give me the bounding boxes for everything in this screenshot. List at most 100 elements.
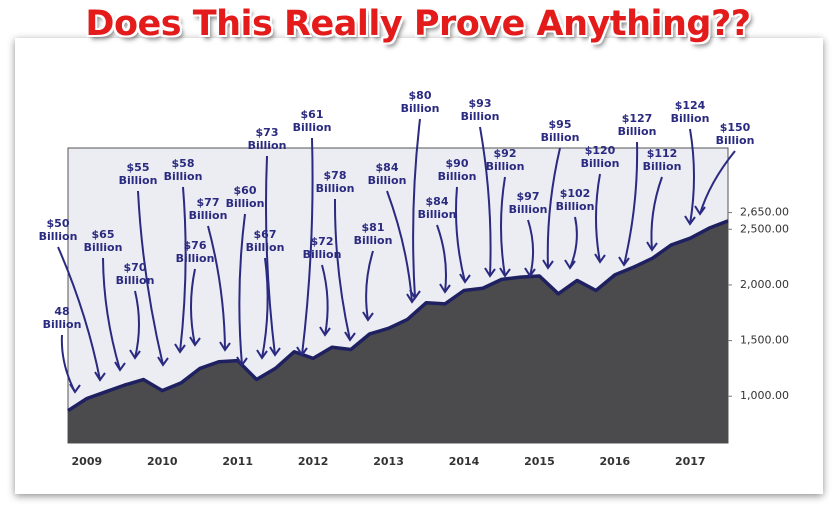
arrow-head	[524, 267, 536, 278]
x-tick-label: 2016	[600, 455, 631, 468]
x-tick-label: 2011	[222, 455, 253, 468]
annotation-arrow	[190, 268, 196, 346]
arrow-head	[439, 283, 451, 294]
arrow-head	[344, 331, 356, 342]
annotation-arrow	[650, 176, 663, 251]
annotation: $81 Billion	[353, 221, 393, 247]
annotation-arrow	[207, 225, 226, 351]
arrow-head	[484, 267, 496, 278]
annotation-arrow	[569, 216, 578, 269]
x-tick-label: 2014	[449, 455, 480, 468]
annotation: $112 Billion	[642, 147, 682, 173]
arrow-head	[618, 256, 630, 267]
x-tick-label: 2017	[675, 455, 706, 468]
annotation: $84 Billion	[417, 195, 457, 221]
annotation: $80 Billion	[400, 89, 440, 115]
y-tick-label: 2,650.00	[740, 206, 789, 219]
annotation-arrow	[179, 186, 187, 353]
arrow-head	[542, 259, 554, 270]
annotation: $78 Billion	[315, 169, 355, 195]
annotation-arrow	[265, 155, 276, 356]
annotation: $90 Billion	[437, 157, 477, 183]
annotation: $58 Billion	[163, 157, 203, 183]
annotation-arrow	[623, 141, 639, 266]
annotation: $127 Billion	[617, 112, 657, 138]
x-tick-label: 2010	[147, 455, 178, 468]
arrow-head	[409, 289, 421, 300]
annotation: $120 Billion	[580, 144, 620, 170]
arrow-head	[189, 336, 201, 347]
arrow-head	[174, 343, 186, 354]
annotation-arrow	[479, 126, 492, 277]
annotation-arrow	[455, 186, 466, 283]
annotation: $76 Billion	[175, 239, 215, 265]
annotation-arrow	[365, 250, 374, 321]
annotation: $65 Billion	[83, 228, 123, 254]
annotation: $67 Billion	[245, 228, 285, 254]
arrow-head	[269, 346, 281, 357]
x-tick-label: 2012	[298, 455, 329, 468]
annotation-arrow	[412, 118, 421, 299]
x-tick-label: 2009	[72, 455, 103, 468]
arrow-head	[684, 215, 696, 226]
annotation: $72 Billion	[302, 235, 342, 261]
arrow-head	[319, 326, 331, 337]
annotation: $95 Billion	[540, 118, 580, 144]
arrow-head	[129, 349, 141, 360]
annotation-arrow	[333, 198, 351, 341]
annotation-arrow	[595, 173, 601, 263]
annotation: $93 Billion	[460, 97, 500, 123]
annotation-arrow	[546, 147, 561, 269]
x-tick-label: 2013	[373, 455, 404, 468]
annotation: $60 Billion	[225, 184, 265, 210]
arrow-head	[694, 205, 706, 216]
arrow-head	[459, 273, 471, 284]
arrow-head	[646, 241, 658, 252]
annotation-arrow	[102, 257, 121, 371]
y-tick-label: 2,000.00	[740, 278, 789, 291]
annotation: $92 Billion	[485, 147, 525, 173]
arrow-head	[362, 311, 374, 322]
annotation-arrow	[436, 224, 447, 293]
annotation-arrow	[689, 128, 695, 225]
y-tick-label: 1,500.00	[740, 334, 789, 347]
arrow-head	[594, 253, 606, 264]
annotation: $84 Billion	[367, 161, 407, 187]
annotation: $70 Billion	[115, 261, 155, 287]
arrow-head	[296, 346, 308, 357]
annotation: $50 Billion	[38, 217, 78, 243]
arrow-head	[236, 356, 248, 367]
arrow-head	[499, 267, 511, 278]
annotation-arrow	[500, 176, 506, 277]
annotation: $61 Billion	[292, 108, 332, 134]
x-tick-label: 2015	[524, 455, 555, 468]
annotation-arrow	[137, 190, 164, 366]
arrow-head	[157, 356, 169, 367]
annotation-arrow	[134, 290, 140, 359]
arrow-head	[564, 259, 576, 270]
arrow-head	[114, 361, 126, 372]
annotation: $55 Billion	[118, 161, 158, 187]
annotation: $97 Billion	[508, 190, 548, 216]
area	[68, 220, 728, 443]
annotation-arrow	[261, 257, 269, 359]
annotation-arrow	[699, 150, 736, 215]
annotation: $102 Billion	[555, 187, 595, 213]
arrow-head	[94, 371, 106, 382]
annotation-arrow	[321, 264, 329, 336]
annotation-arrow	[301, 137, 314, 356]
annotation: 48 Billion	[42, 305, 82, 331]
arrow-head	[69, 383, 81, 394]
annotation: $77 Billion	[188, 196, 228, 222]
annotation: $73 Billion	[247, 126, 287, 152]
annotation-arrow	[527, 219, 534, 277]
annotation: $124 Billion	[670, 99, 710, 125]
annotation-arrow	[57, 246, 101, 381]
annotation: $150 Billion	[715, 121, 755, 147]
chart-title: Does This Really Prove Anything??	[85, 4, 751, 44]
y-tick-label: 2,500.00	[740, 222, 789, 235]
annotation-arrow	[238, 213, 246, 366]
line	[67, 219, 729, 413]
